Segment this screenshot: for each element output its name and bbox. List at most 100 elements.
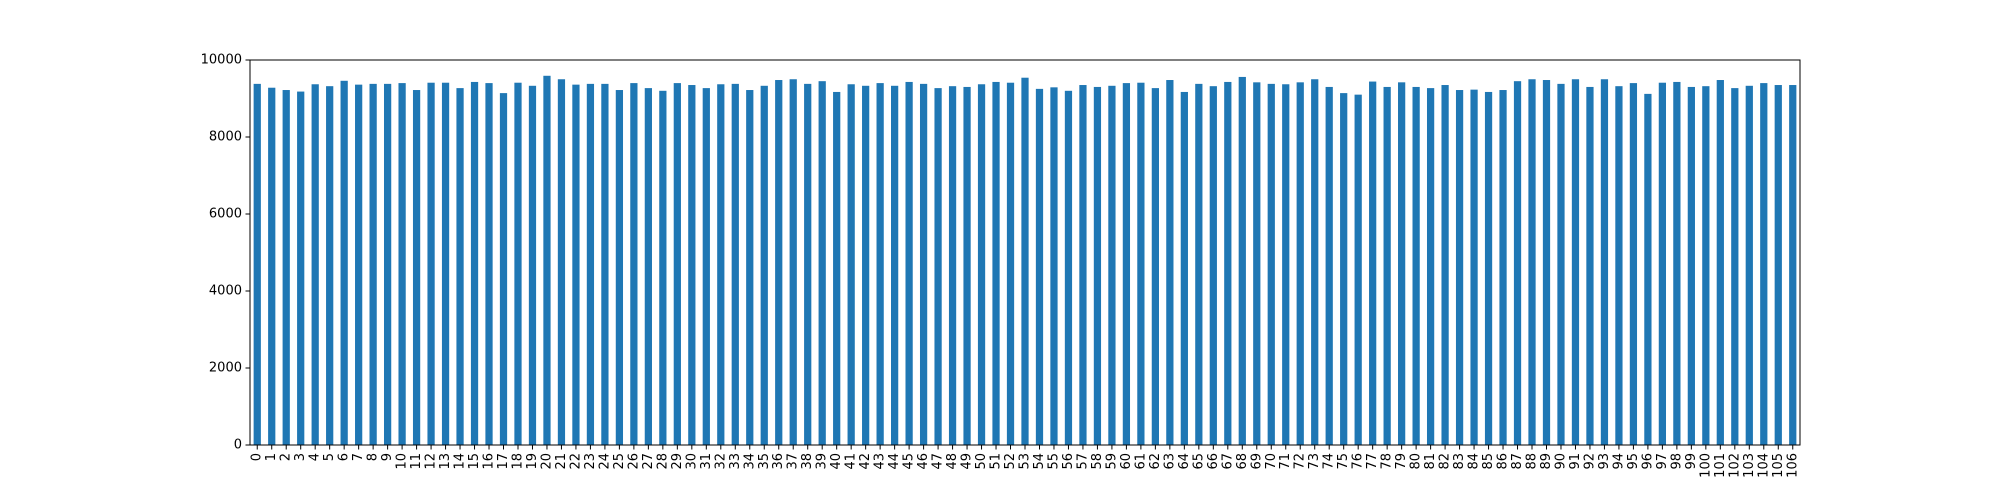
bar [1658,82,1667,445]
bar [1716,80,1724,446]
bar [1426,88,1435,445]
x-tick-label: 99 [1684,453,1699,470]
bar [601,83,609,446]
x-tick-label: 39 [815,453,830,470]
x-tick-label: 31 [699,453,714,470]
x-tick-label: 75 [1336,453,1351,470]
bar [1064,90,1073,446]
bar [528,85,537,446]
x-tick-label: 106 [1785,453,1800,478]
x-tick-label: 87 [1510,453,1525,470]
bar [485,83,493,445]
x-tick-label: 56 [1061,453,1076,470]
bar [1760,83,1768,445]
x-tick-label: 101 [1713,453,1728,478]
x-tick-label: 90 [1553,453,1568,470]
bar [1369,81,1377,445]
bar [760,85,768,446]
bar [1455,90,1464,445]
bar [340,80,348,445]
x-tick-label: 54 [1032,453,1047,470]
x-tick-label: 19 [525,453,540,470]
x-tick-label: 36 [771,453,786,470]
bar [1687,86,1695,445]
y-tick-label: 4000 [209,284,242,299]
bar [948,86,957,446]
x-tick-label: 11 [409,453,424,470]
x-tick-label: 76 [1351,453,1366,470]
bar [934,88,942,445]
x-tick-label: 60 [1119,453,1134,470]
x-tick-label: 92 [1582,453,1597,470]
bar [1311,79,1319,445]
x-tick-label: 7 [351,453,366,461]
x-tick-label: 25 [612,453,627,470]
x-tick-label: 59 [1104,453,1119,470]
x-tick-label: 81 [1423,453,1438,470]
x-tick-label: 85 [1481,453,1496,470]
x-tick-label: 32 [713,453,728,470]
bar [1325,86,1333,445]
bar [1108,85,1116,446]
bar [818,81,826,446]
x-tick-label: 38 [800,453,815,470]
bar [804,83,812,446]
x-tick-label: 55 [1046,453,1061,470]
y-tick-label: 8000 [209,130,242,145]
bar [1021,77,1029,446]
x-tick-label: 0 [250,453,265,461]
bar [543,75,551,445]
x-tick-label: 105 [1771,453,1786,478]
x-tick-label: 1 [264,453,279,461]
bar [644,88,652,445]
x-tick-label: 47 [931,453,946,470]
x-tick-label: 96 [1640,453,1655,470]
x-tick-label: 74 [1322,453,1337,470]
x-tick-label: 83 [1452,453,1467,470]
y-tick-label: 6000 [209,207,242,222]
x-tick-label: 6 [337,453,352,461]
bar [905,81,913,445]
bar [1398,82,1406,445]
bar [1542,80,1551,446]
bar [963,86,971,445]
x-tick-label: 80 [1409,453,1424,470]
x-tick-label: 23 [583,453,598,470]
bar [1166,80,1174,446]
bar [775,80,783,446]
x-tick-label: 68 [1235,453,1250,470]
bar [369,83,377,446]
bar [630,83,638,445]
bar [1137,82,1145,445]
bar [1629,83,1638,445]
x-tick-label: 2 [279,453,294,461]
bar [992,81,1000,445]
x-tick-label: 86 [1496,453,1511,470]
bar [1383,86,1391,445]
x-tick-label: 64 [1177,453,1192,470]
bar [297,91,305,445]
x-tick-label: 34 [742,453,757,470]
bar [1586,86,1594,445]
bar [268,87,276,445]
bar [383,83,392,446]
bar [1050,87,1058,446]
bar [427,82,435,445]
x-tick-label: 44 [887,453,902,470]
x-tick-label: 93 [1597,453,1612,470]
x-tick-label: 5 [322,453,337,461]
x-tick-label: 8 [366,453,381,461]
x-tick-label: 28 [655,453,670,470]
x-tick-label: 17 [496,453,511,470]
bar [1470,89,1478,446]
bar [1224,81,1232,445]
x-tick-label: 88 [1525,453,1540,470]
bar [1340,93,1348,446]
x-tick-label: 97 [1655,453,1670,470]
y-tick-label: 2000 [209,361,242,376]
bar [1600,79,1609,445]
x-tick-label: 21 [554,453,569,470]
x-tick-label: 30 [684,453,699,470]
bar [1571,79,1580,445]
